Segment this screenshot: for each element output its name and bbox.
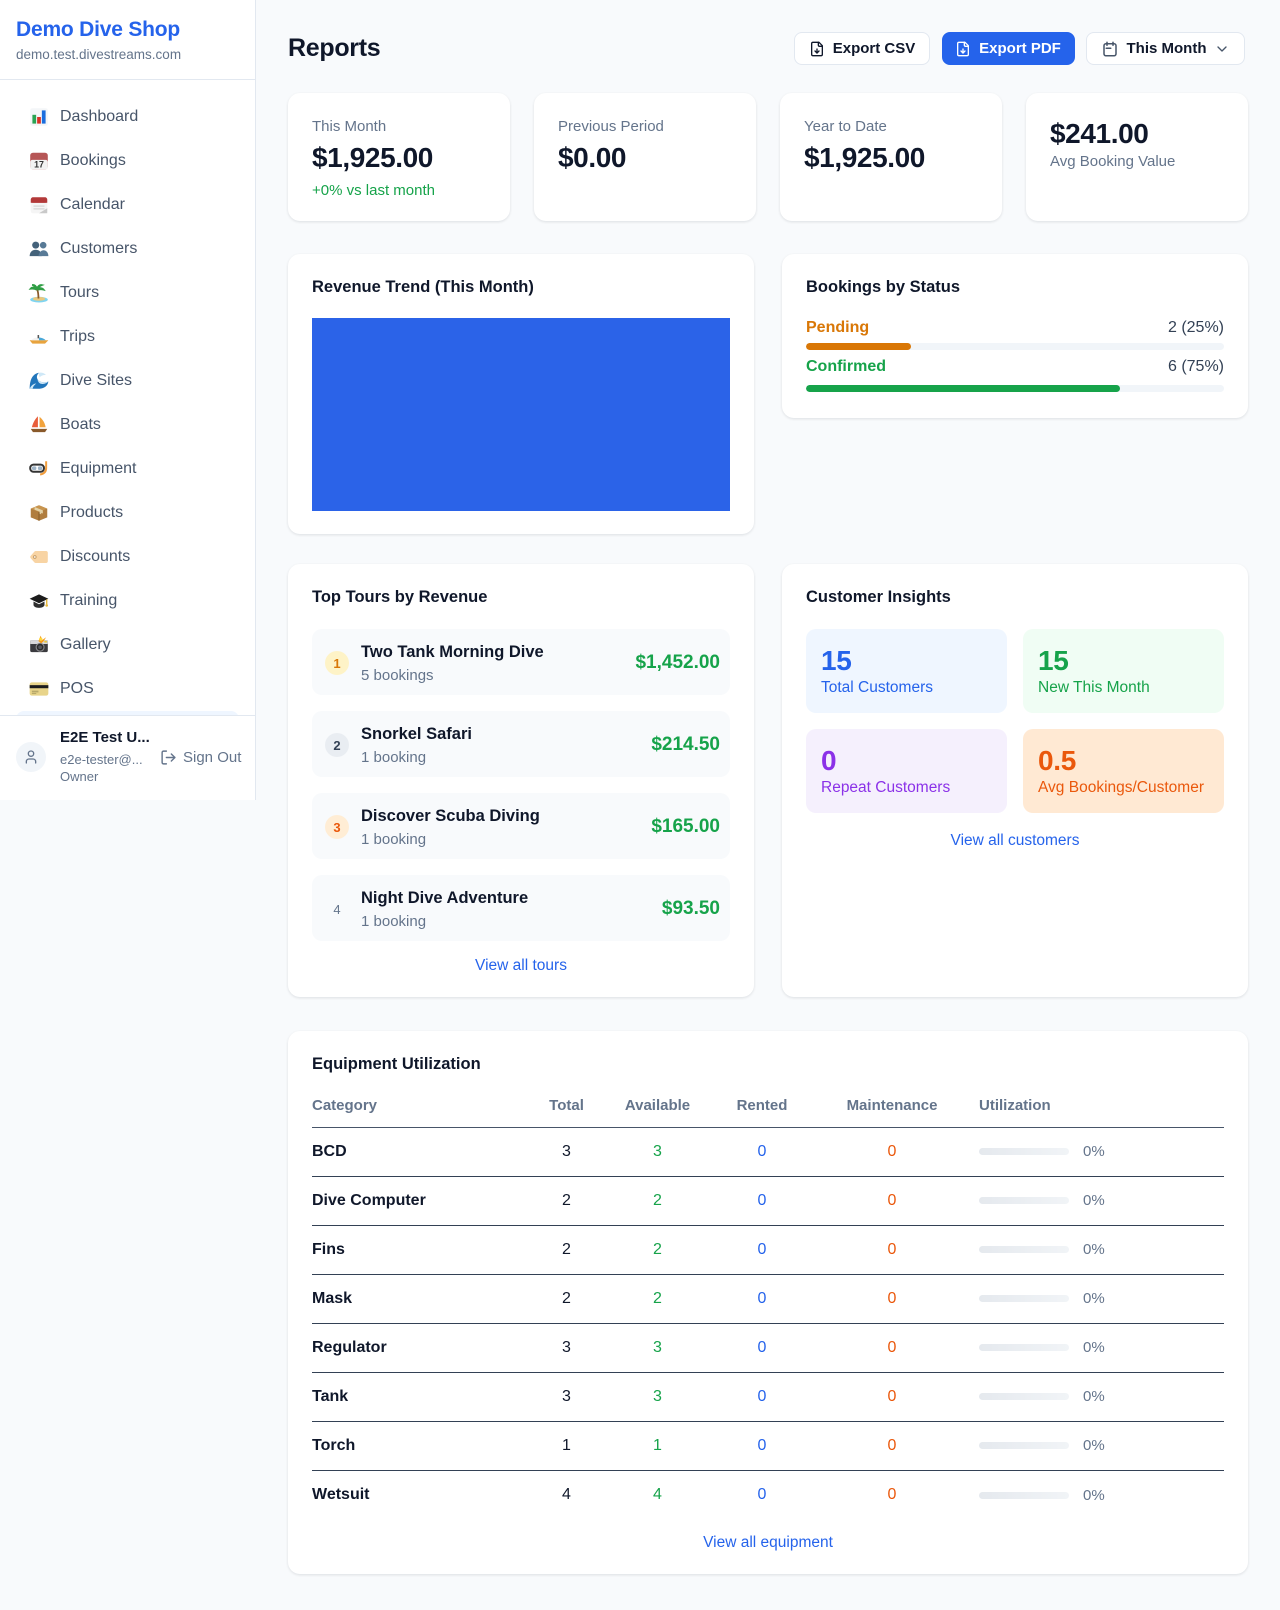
svg-text:17: 17 — [34, 160, 44, 170]
